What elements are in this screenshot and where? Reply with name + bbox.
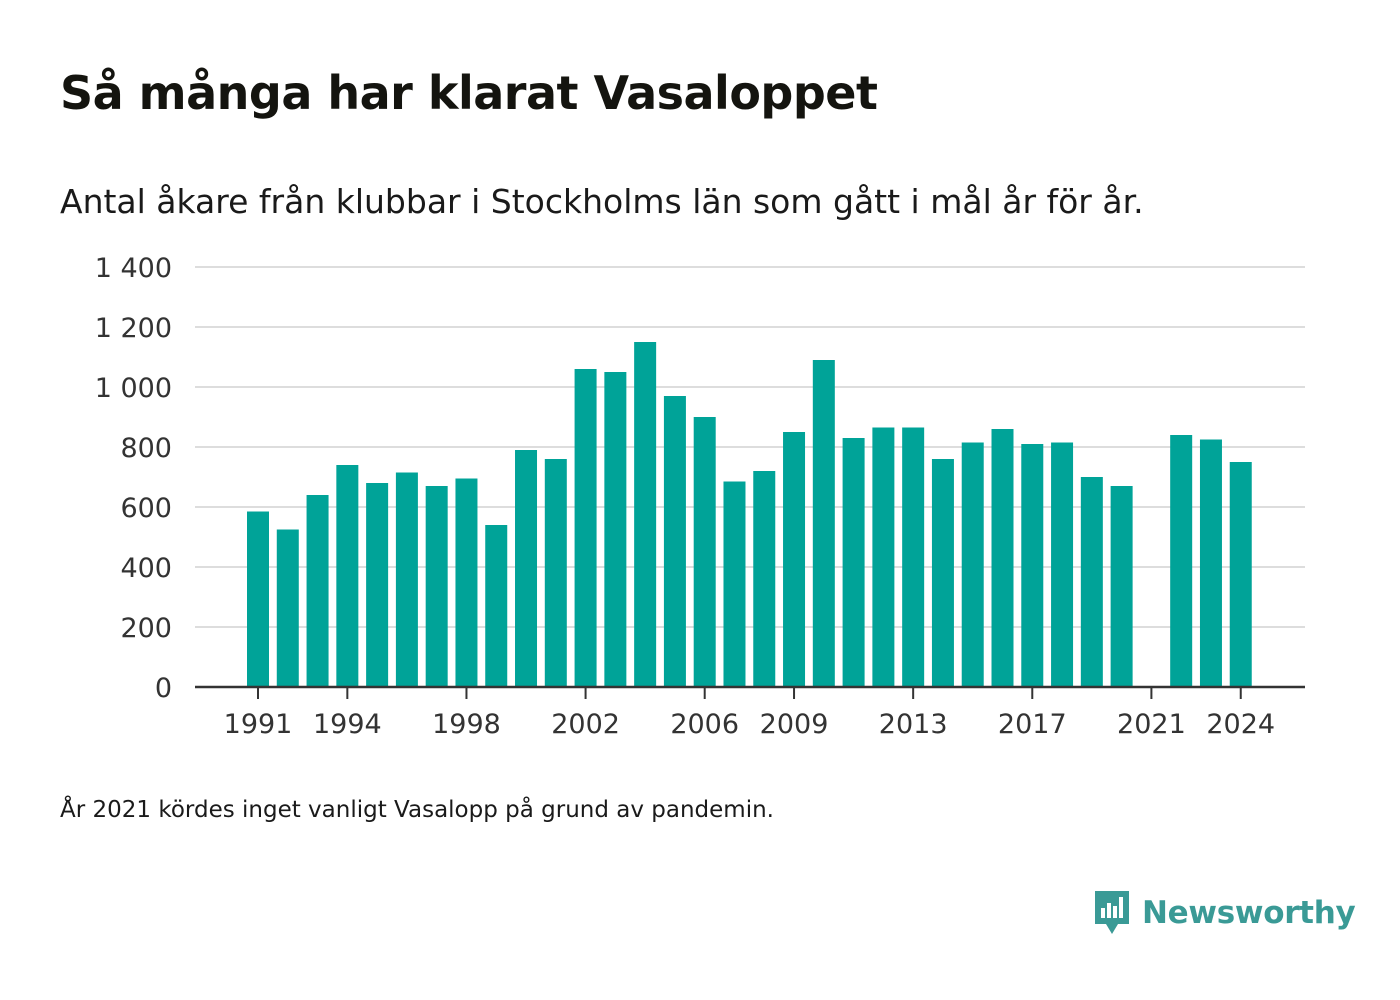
bar-2003 xyxy=(604,372,627,687)
bar-1998 xyxy=(455,478,478,687)
y-tick-label: 600 xyxy=(120,493,172,524)
x-tick-label: 2006 xyxy=(670,709,739,740)
y-tick-label: 200 xyxy=(120,613,172,644)
bar-2000 xyxy=(515,450,538,687)
bar-2017 xyxy=(1021,444,1044,687)
bar-2001 xyxy=(544,459,567,687)
bar-1997 xyxy=(425,486,448,687)
brand-name: Newsworthy xyxy=(1142,895,1356,931)
bar-2012 xyxy=(872,427,895,687)
bar-2013 xyxy=(902,427,925,687)
y-axis-labels: 0 200 400 600 800 1 000 1 200 1 400 xyxy=(95,253,172,704)
bar-2002 xyxy=(574,369,597,687)
bar-2005 xyxy=(663,396,686,687)
y-tick-label: 1 400 xyxy=(95,253,172,284)
bar-2010 xyxy=(812,360,835,687)
newsworthy-logo-icon xyxy=(1095,891,1129,934)
bar-2015 xyxy=(961,442,984,687)
y-tick-label: 1 000 xyxy=(95,373,172,404)
bar-1999 xyxy=(485,525,508,687)
bar-2004 xyxy=(634,342,657,687)
bar-1996 xyxy=(395,472,418,687)
bar-2011 xyxy=(842,438,865,687)
x-tick-label: 1991 xyxy=(224,709,293,740)
x-tick-label: 2009 xyxy=(760,709,829,740)
x-tick-label: 2021 xyxy=(1117,709,1186,740)
x-tick-label: 1998 xyxy=(432,709,501,740)
x-tick-label: 2017 xyxy=(998,709,1067,740)
y-tick-label: 800 xyxy=(120,433,172,464)
y-tick-label: 1 200 xyxy=(95,313,172,344)
bar-2024 xyxy=(1229,462,1252,687)
chart-title: Så många har klarat Vasaloppet xyxy=(60,66,878,120)
bar-1992 xyxy=(276,529,299,687)
chart-subtitle: Antal åkare från klubbar i Stockholms lä… xyxy=(60,182,1144,221)
bars xyxy=(247,342,1252,687)
bar-2014 xyxy=(931,459,954,687)
y-tick-label: 400 xyxy=(120,553,172,584)
x-tick-label: 1994 xyxy=(313,709,382,740)
bar-2022 xyxy=(1170,435,1193,687)
bar-1993 xyxy=(306,495,329,687)
bar-2020 xyxy=(1110,486,1133,687)
bar-2019 xyxy=(1080,477,1103,687)
x-tick-label: 2013 xyxy=(879,709,948,740)
bar-2008 xyxy=(753,471,776,687)
gridlines xyxy=(195,266,1305,628)
bar-2018 xyxy=(1051,442,1074,687)
y-tick-label: 0 xyxy=(155,673,172,704)
bar-2009 xyxy=(783,432,806,687)
x-axis: 1991 1994 1998 2002 2006 2009 2013 2017 2021 2024 xyxy=(195,685,1305,740)
brand-logo: Newsworthy xyxy=(1092,888,1356,938)
bar-2006 xyxy=(693,417,716,687)
x-tick-label: 2002 xyxy=(551,709,620,740)
bar-2016 xyxy=(991,429,1014,687)
bar-1994 xyxy=(336,465,359,687)
x-tick-label: 2024 xyxy=(1206,709,1275,740)
footnote: År 2021 kördes inget vanligt Vasalopp på… xyxy=(60,797,774,823)
bar-2023 xyxy=(1199,439,1222,687)
bar-1991 xyxy=(247,511,269,687)
bar-1995 xyxy=(366,483,389,687)
bar-2007 xyxy=(723,481,746,687)
